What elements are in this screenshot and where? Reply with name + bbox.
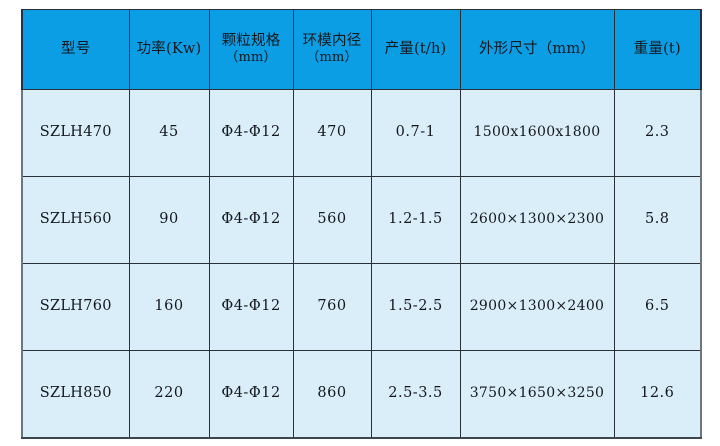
- cell-capacity: 2.5-3.5: [370, 350, 461, 439]
- column-header-granule-unit: （mm）: [225, 50, 277, 66]
- column-header-overall-dimensions: 外形尺寸（mm）: [459, 9, 615, 90]
- table-row: SZLH560 90 Φ4-Φ12 560 1.2-1.5 2600×1300×…: [21, 176, 702, 264]
- cell-weight: 12.6: [613, 350, 702, 439]
- cell-overall: 3750×1650×3250: [459, 350, 615, 439]
- table-row: SZLH470 45 Φ4-Φ12 470 0.7-1 1500x1600x18…: [21, 89, 702, 177]
- column-header-model: 型号: [21, 9, 130, 90]
- cell-granule: Φ4-Φ12: [208, 176, 294, 264]
- cell-model: SZLH470: [21, 89, 130, 177]
- column-header-die-bore: 环模内径 （mm）: [292, 9, 372, 90]
- specification-table-container: 型号 功率(Kw) 颗粒规格 （mm） 环模内径 （mm） 产量(t/h) 外形: [21, 9, 702, 439]
- column-header-power: 功率(Kw): [128, 9, 210, 90]
- cell-overall: 2600×1300×2300: [459, 176, 615, 264]
- cell-granule: Φ4-Φ12: [208, 89, 294, 177]
- column-header-die-bore-unit: （mm）: [306, 50, 358, 66]
- cell-granule: Φ4-Φ12: [208, 350, 294, 439]
- cell-model: SZLH850: [21, 350, 130, 439]
- column-header-overall-dimensions-label: 外形尺寸（mm）: [478, 40, 596, 57]
- cell-weight: 2.3: [613, 89, 702, 177]
- cell-power: 220: [128, 350, 210, 439]
- column-header-capacity: 产量(t/h): [370, 9, 461, 90]
- cell-power: 45: [128, 89, 210, 177]
- column-header-weight-label: 重量(t): [633, 40, 681, 57]
- column-header-weight: 重量(t): [613, 9, 702, 90]
- cell-capacity: 1.5-2.5: [370, 263, 461, 351]
- cell-granule: Φ4-Φ12: [208, 263, 294, 351]
- cell-power: 90: [128, 176, 210, 264]
- cell-power: 160: [128, 263, 210, 351]
- cell-model: SZLH760: [21, 263, 130, 351]
- table-row: SZLH850 220 Φ4-Φ12 860 2.5-3.5 3750×1650…: [21, 350, 702, 439]
- cell-weight: 5.8: [613, 176, 702, 264]
- specification-table: 型号 功率(Kw) 颗粒规格 （mm） 环模内径 （mm） 产量(t/h) 外形: [21, 9, 702, 439]
- cell-capacity: 0.7-1: [370, 89, 461, 177]
- cell-weight: 6.5: [613, 263, 702, 351]
- cell-die-bore: 560: [292, 176, 372, 264]
- cell-overall: 1500x1600x1800: [459, 89, 615, 177]
- column-header-model-label: 型号: [61, 40, 91, 57]
- table-header: 型号 功率(Kw) 颗粒规格 （mm） 环模内径 （mm） 产量(t/h) 外形: [21, 9, 702, 90]
- column-header-die-bore-label: 环模内径: [302, 32, 362, 49]
- cell-die-bore: 470: [292, 89, 372, 177]
- table-body: SZLH470 45 Φ4-Φ12 470 0.7-1 1500x1600x18…: [21, 89, 702, 439]
- cell-model: SZLH560: [21, 176, 130, 264]
- column-header-capacity-label: 产量(t/h): [384, 40, 447, 57]
- table-header-row: 型号 功率(Kw) 颗粒规格 （mm） 环模内径 （mm） 产量(t/h) 外形: [21, 9, 702, 90]
- column-header-power-label: 功率(Kw): [136, 40, 202, 57]
- table-row: SZLH760 160 Φ4-Φ12 760 1.5-2.5 2900×1300…: [21, 263, 702, 351]
- cell-overall: 2900×1300×2400: [459, 263, 615, 351]
- cell-capacity: 1.2-1.5: [370, 176, 461, 264]
- column-header-granule: 颗粒规格 （mm）: [208, 9, 294, 90]
- column-header-granule-label: 颗粒规格: [221, 32, 281, 49]
- cell-die-bore: 760: [292, 263, 372, 351]
- cell-die-bore: 860: [292, 350, 372, 439]
